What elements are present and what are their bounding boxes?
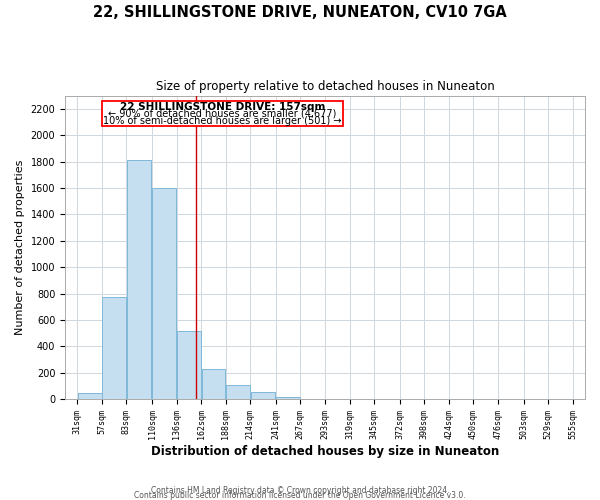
Title: Size of property relative to detached houses in Nuneaton: Size of property relative to detached ho… [155, 80, 494, 93]
Text: Contains public sector information licensed under the Open Government Licence v3: Contains public sector information licen… [134, 490, 466, 500]
FancyBboxPatch shape [102, 102, 343, 126]
Bar [251, 392, 275, 399]
Bar [226, 386, 250, 399]
Text: 22, SHILLINGSTONE DRIVE, NUNEATON, CV10 7GA: 22, SHILLINGSTONE DRIVE, NUNEATON, CV10 … [93, 5, 507, 20]
X-axis label: Distribution of detached houses by size in Nuneaton: Distribution of detached houses by size … [151, 444, 499, 458]
Text: 22 SHILLINGSTONE DRIVE: 157sqm: 22 SHILLINGSTONE DRIVE: 157sqm [120, 102, 325, 113]
Bar [127, 160, 151, 399]
Text: 10% of semi-detached houses are larger (501) →: 10% of semi-detached houses are larger (… [103, 116, 341, 126]
Text: ← 90% of detached houses are smaller (4,677): ← 90% of detached houses are smaller (4,… [108, 108, 337, 118]
Bar [152, 188, 176, 399]
Bar [276, 396, 300, 399]
Bar [102, 297, 126, 399]
Bar [77, 392, 101, 399]
Bar [177, 330, 201, 399]
Text: Contains HM Land Registry data © Crown copyright and database right 2024.: Contains HM Land Registry data © Crown c… [151, 486, 449, 495]
Y-axis label: Number of detached properties: Number of detached properties [15, 160, 25, 335]
Bar [202, 369, 226, 399]
